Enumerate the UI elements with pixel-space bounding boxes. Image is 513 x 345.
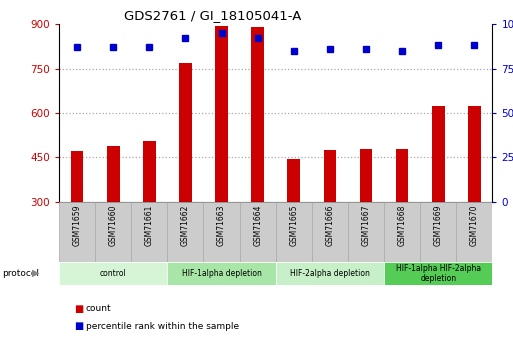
Bar bbox=[167, 202, 204, 262]
Bar bbox=[204, 202, 240, 262]
Bar bbox=[360, 149, 372, 202]
Bar bbox=[432, 106, 445, 202]
Bar bbox=[420, 202, 457, 262]
Bar bbox=[348, 202, 384, 262]
Bar bbox=[71, 151, 84, 202]
Bar bbox=[457, 202, 492, 262]
Bar bbox=[59, 202, 95, 262]
Bar bbox=[324, 150, 336, 202]
Bar bbox=[251, 27, 264, 202]
Text: GSM71659: GSM71659 bbox=[72, 205, 82, 246]
Bar bbox=[312, 202, 348, 262]
Bar bbox=[384, 202, 420, 262]
Bar bbox=[287, 159, 300, 202]
Text: GSM71668: GSM71668 bbox=[398, 205, 407, 246]
Text: GDS2761 / GI_18105041-A: GDS2761 / GI_18105041-A bbox=[124, 9, 302, 22]
Text: count: count bbox=[86, 304, 111, 313]
Bar bbox=[95, 202, 131, 262]
Bar bbox=[468, 106, 481, 202]
Text: protocol: protocol bbox=[3, 269, 40, 278]
Text: GSM71665: GSM71665 bbox=[289, 205, 298, 246]
Text: control: control bbox=[100, 269, 127, 278]
Bar bbox=[143, 141, 155, 202]
Bar bbox=[275, 262, 384, 285]
Bar bbox=[179, 63, 192, 202]
Bar bbox=[384, 262, 492, 285]
Text: ■: ■ bbox=[74, 304, 84, 314]
Text: GSM71660: GSM71660 bbox=[109, 205, 117, 246]
Text: GSM71670: GSM71670 bbox=[470, 205, 479, 246]
Text: ▶: ▶ bbox=[32, 268, 40, 278]
Text: percentile rank within the sample: percentile rank within the sample bbox=[86, 322, 239, 331]
Text: GSM71667: GSM71667 bbox=[362, 205, 370, 246]
Text: GSM71661: GSM71661 bbox=[145, 205, 154, 246]
Text: GSM71662: GSM71662 bbox=[181, 205, 190, 246]
Bar bbox=[215, 26, 228, 202]
Text: GSM71663: GSM71663 bbox=[217, 205, 226, 246]
Bar bbox=[107, 146, 120, 202]
Text: GSM71666: GSM71666 bbox=[325, 205, 334, 246]
Bar bbox=[131, 202, 167, 262]
Bar bbox=[59, 262, 167, 285]
Text: ■: ■ bbox=[74, 321, 84, 331]
Text: GSM71664: GSM71664 bbox=[253, 205, 262, 246]
Bar bbox=[396, 149, 408, 202]
Text: GSM71669: GSM71669 bbox=[434, 205, 443, 246]
Bar bbox=[167, 262, 275, 285]
Bar bbox=[240, 202, 275, 262]
Bar bbox=[275, 202, 312, 262]
Text: HIF-2alpha depletion: HIF-2alpha depletion bbox=[290, 269, 370, 278]
Text: HIF-1alpha HIF-2alpha
depletion: HIF-1alpha HIF-2alpha depletion bbox=[396, 264, 481, 283]
Text: HIF-1alpha depletion: HIF-1alpha depletion bbox=[182, 269, 262, 278]
